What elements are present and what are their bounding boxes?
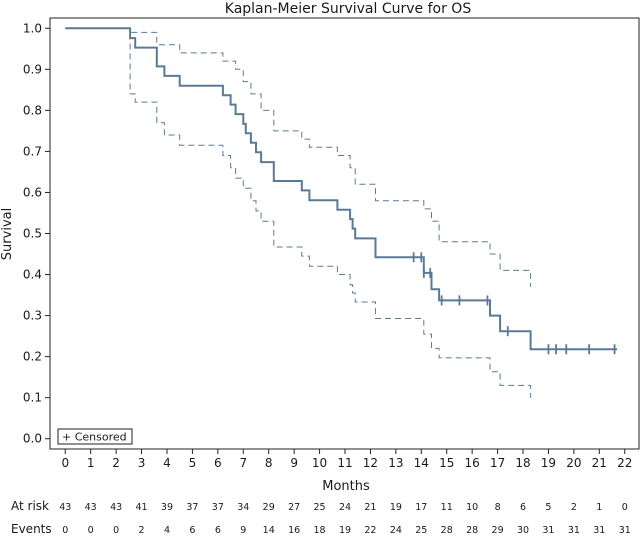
- risk-table-cell: 9: [240, 525, 246, 536]
- risk-table-cell: 43: [59, 502, 71, 513]
- y-tick-label: 0.5: [23, 227, 42, 241]
- risk-table-cell: 28: [466, 525, 478, 536]
- risk-table-cell: 43: [110, 502, 122, 513]
- risk-table-cell: 18: [314, 525, 326, 536]
- risk-table-cell: 25: [314, 502, 326, 513]
- risk-table-cell: 37: [186, 502, 198, 513]
- risk-table-cell: 0: [622, 502, 628, 513]
- risk-table-cell: 5: [545, 502, 551, 513]
- x-axis: 0 1 2 3 4 5 6 7 8 9 10 11 12 13 14 15 16 17 18 19 20 21 22: [61, 449, 632, 470]
- risk-table-cell: 39: [161, 502, 173, 513]
- y-tick-label: 0.1: [23, 391, 42, 405]
- risk-table-cell: 6: [215, 525, 221, 536]
- x-tick-label: 3: [138, 456, 146, 470]
- y-tick-label: 0.9: [23, 62, 42, 76]
- y-tick-label: 0.3: [23, 309, 42, 323]
- x-tick-label: 17: [490, 456, 505, 470]
- risk-table-cell: 41: [136, 502, 148, 513]
- x-axis-label: Months: [322, 479, 370, 494]
- risk-table-cell: 25: [415, 525, 427, 536]
- risk-table-cell: 27: [288, 502, 300, 513]
- x-tick-label: 4: [163, 456, 171, 470]
- risk-table-cell: 14: [263, 525, 275, 536]
- x-tick-label: 12: [363, 456, 378, 470]
- x-tick-label: 0: [61, 456, 69, 470]
- risk-table-cell: 2: [139, 525, 145, 536]
- risk-table-row-label: Events: [11, 522, 52, 536]
- x-tick-label: 7: [239, 456, 247, 470]
- x-tick-label: 15: [439, 456, 454, 470]
- x-tick-label: 21: [592, 456, 607, 470]
- y-tick-label: 0.4: [23, 268, 42, 282]
- y-tick-label: 0.2: [23, 350, 42, 364]
- confidence-band-line: [65, 27, 532, 287]
- risk-table-cell: 28: [441, 525, 453, 536]
- risk-table-cell: 16: [288, 525, 300, 536]
- risk-table-cell: 30: [517, 525, 529, 536]
- risk-table-cell: 19: [390, 502, 402, 513]
- x-tick-label: 16: [465, 456, 480, 470]
- risk-table-cell: 31: [542, 525, 554, 536]
- y-axis-label: Survival: [0, 208, 15, 260]
- risk-table-cell: 24: [390, 525, 402, 536]
- risk-table: At risk 43 43 43 41 39 37 37 34 29 27 25 24 21 19 17 11 1…: [11, 499, 631, 536]
- risk-table-cell: 4: [164, 525, 170, 536]
- legend: + Censored: [57, 428, 133, 445]
- x-tick-label: 22: [617, 456, 632, 470]
- x-tick-label: 14: [414, 456, 429, 470]
- risk-table-cell: 8: [495, 502, 501, 513]
- y-axis: 0.0 0.1 0.2 0.3 0.4 0.5 0.6 0.7 0.8 0.9 1.0: [23, 21, 50, 446]
- x-tick-label: 9: [290, 456, 298, 470]
- x-tick-label: 13: [388, 456, 403, 470]
- x-tick-label: 20: [566, 456, 581, 470]
- y-tick-label: 0.8: [23, 103, 42, 117]
- legend-label: + Censored: [62, 431, 127, 444]
- risk-table-cell: 1: [596, 502, 602, 513]
- y-tick-label: 1.0: [23, 21, 42, 35]
- survival-curve: [65, 27, 618, 351]
- risk-table-cell: 6: [520, 502, 526, 513]
- risk-table-cell: 2: [571, 502, 577, 513]
- risk-table-cell: 34: [237, 502, 249, 513]
- x-tick-label: 6: [214, 456, 222, 470]
- risk-table-cell: 0: [62, 525, 68, 536]
- x-tick-label: 18: [515, 456, 530, 470]
- risk-table-cell: 11: [441, 502, 453, 513]
- risk-table-cell: 31: [568, 525, 580, 536]
- plot-area: [49, 17, 640, 450]
- risk-table-cell: 17: [415, 502, 427, 513]
- risk-table-cell: 0: [88, 525, 94, 536]
- x-tick-label: 1: [87, 456, 95, 470]
- risk-table-row-label: At risk: [11, 499, 49, 513]
- risk-table-cell: 37: [212, 502, 224, 513]
- x-tick-label: 8: [265, 456, 273, 470]
- y-tick-label: 0.7: [23, 144, 42, 158]
- risk-table-cell: 29: [263, 502, 275, 513]
- chart-title: Kaplan-Meier Survival Curve for OS: [225, 1, 472, 17]
- risk-table-cell: 31: [593, 525, 605, 536]
- risk-table-cell: 10: [466, 502, 478, 513]
- risk-table-cell: 19: [339, 525, 351, 536]
- y-tick-label: 0.0: [23, 432, 42, 446]
- x-tick-label: 2: [112, 456, 120, 470]
- x-tick-label: 19: [541, 456, 556, 470]
- risk-table-cell: 24: [339, 502, 351, 513]
- censored-markers: [412, 252, 616, 355]
- x-tick-label: 11: [337, 456, 352, 470]
- x-tick-label: 5: [189, 456, 197, 470]
- legend-box: [57, 428, 133, 445]
- risk-table-cell: 29: [492, 525, 504, 536]
- risk-table-cell: 0: [113, 525, 119, 536]
- x-tick-label: 10: [312, 456, 327, 470]
- y-tick-label: 0.6: [23, 185, 42, 199]
- risk-table-cell: 6: [189, 525, 195, 536]
- risk-table-cell: 31: [619, 525, 631, 536]
- series-layer: [65, 27, 618, 398]
- risk-table-cell: 21: [364, 502, 376, 513]
- confidence-band-line: [65, 27, 532, 398]
- risk-table-cell: 43: [85, 502, 97, 513]
- risk-table-cell: 22: [364, 525, 376, 536]
